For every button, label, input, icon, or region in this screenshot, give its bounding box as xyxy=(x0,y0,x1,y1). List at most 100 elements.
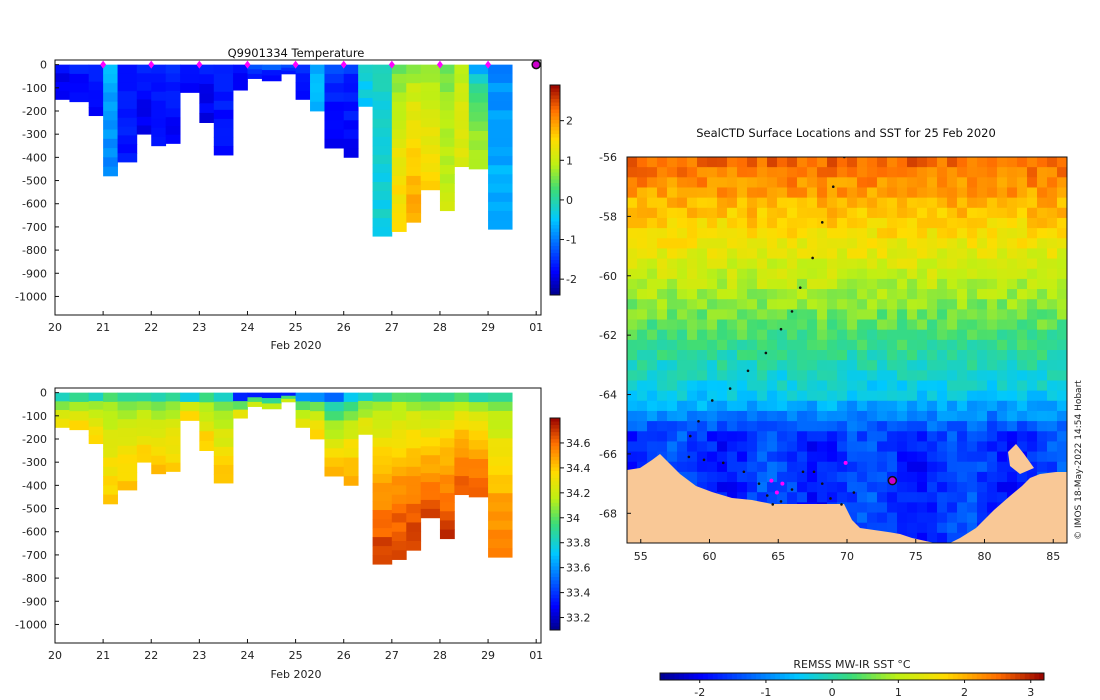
profile-cell xyxy=(324,429,345,440)
sst-cell xyxy=(867,319,878,331)
sst-cell xyxy=(1007,177,1018,188)
sst-cell xyxy=(1027,289,1038,300)
profile-cell xyxy=(136,436,152,446)
track-point xyxy=(852,491,856,494)
colorbar-segment xyxy=(550,155,560,159)
profile-cell xyxy=(343,401,359,412)
sst-cell xyxy=(957,248,968,260)
profile-cell xyxy=(420,162,441,173)
sst-cell xyxy=(727,471,738,483)
colorbar-segment xyxy=(550,200,560,205)
sst-cell xyxy=(1037,441,1048,453)
sst-cell xyxy=(717,187,728,199)
sst-cell xyxy=(807,278,818,290)
sst-cell xyxy=(687,309,698,321)
sst-cell xyxy=(727,431,738,442)
sst-cell xyxy=(937,522,948,534)
sst-cell xyxy=(827,268,838,280)
sst-cell xyxy=(1037,309,1048,321)
sst-cell xyxy=(907,471,918,483)
sst-cell xyxy=(887,197,898,209)
sst-colorbar-segment xyxy=(933,673,939,680)
sst-cell xyxy=(757,217,768,229)
sst-cell xyxy=(847,410,858,422)
sst-cell xyxy=(967,482,978,493)
sst-cell xyxy=(727,329,738,341)
sst-cell xyxy=(887,207,898,219)
sst-cell xyxy=(837,471,848,483)
sst-cell xyxy=(727,299,738,310)
antarctic-land xyxy=(627,444,1067,543)
profile-cell xyxy=(454,101,470,112)
sst-cell xyxy=(1057,167,1067,178)
sst-cell xyxy=(787,482,798,493)
sst-cell xyxy=(1027,309,1038,321)
colorbar-segment xyxy=(550,449,560,454)
sst-cell xyxy=(967,400,978,412)
profile-cell xyxy=(372,392,393,403)
sst-cell xyxy=(1027,238,1038,249)
track-point xyxy=(746,369,750,373)
sst-cell xyxy=(897,157,908,168)
profile-cell xyxy=(295,64,311,74)
sst-cell xyxy=(717,471,728,483)
sst-cell xyxy=(667,187,678,199)
sst-cell xyxy=(967,502,978,514)
profile-cell xyxy=(180,401,200,412)
profile-cell xyxy=(391,503,407,514)
profile-cell xyxy=(117,126,138,136)
seal-track xyxy=(687,157,898,506)
profile-cell xyxy=(488,474,513,485)
profile-cell xyxy=(324,411,345,421)
profile-cell xyxy=(136,427,152,437)
colorbar-segment xyxy=(550,446,560,451)
sst-cell xyxy=(857,289,868,300)
sst-cell xyxy=(707,400,718,412)
profile-cell xyxy=(295,73,311,83)
sst-cell xyxy=(677,380,688,392)
sst-cell xyxy=(687,370,698,381)
colorbar-segment xyxy=(550,95,560,100)
sst-colorbar-segment xyxy=(890,673,896,680)
profile-cell xyxy=(117,100,138,110)
sst-cell xyxy=(847,390,858,402)
profile-cell xyxy=(136,73,152,83)
sst-cell xyxy=(1047,197,1058,209)
sst-cell xyxy=(847,370,858,381)
sst-cell xyxy=(1037,238,1048,249)
sst-cell xyxy=(757,258,768,270)
sst-cell xyxy=(677,421,688,432)
sst-cell xyxy=(1037,268,1048,280)
sst-cell xyxy=(687,258,698,270)
sst-cell xyxy=(1007,390,1018,402)
sst-cell xyxy=(667,289,678,300)
sst-cell xyxy=(787,441,798,453)
sst-cell xyxy=(727,177,738,188)
sst-cell xyxy=(737,319,748,331)
profile-cell xyxy=(488,456,513,467)
sst-cell xyxy=(947,532,958,543)
sst-cell xyxy=(887,238,898,249)
sst-cell xyxy=(757,370,768,381)
sst-cell xyxy=(757,207,768,219)
profile-cell xyxy=(406,531,422,542)
sst-cell xyxy=(997,421,1008,432)
colorbar-segment xyxy=(550,291,560,296)
sst-cell xyxy=(707,207,718,219)
sst-cell xyxy=(777,177,788,188)
profile-cell xyxy=(69,392,90,403)
colorbar-segment xyxy=(550,467,560,472)
sst-cell xyxy=(1007,187,1018,199)
sst-cell xyxy=(757,441,768,453)
sst-cell xyxy=(987,319,998,331)
sst-cell xyxy=(707,380,718,392)
profile-cell xyxy=(103,166,118,177)
sst-cell xyxy=(937,177,948,188)
colorbar-segment xyxy=(550,193,560,198)
sst-cell xyxy=(877,289,888,300)
sst-cell xyxy=(1017,390,1028,402)
colorbar-segment xyxy=(550,584,560,589)
sst-cell xyxy=(827,482,838,493)
sst-cell xyxy=(737,207,748,219)
sst-cell xyxy=(927,431,938,442)
